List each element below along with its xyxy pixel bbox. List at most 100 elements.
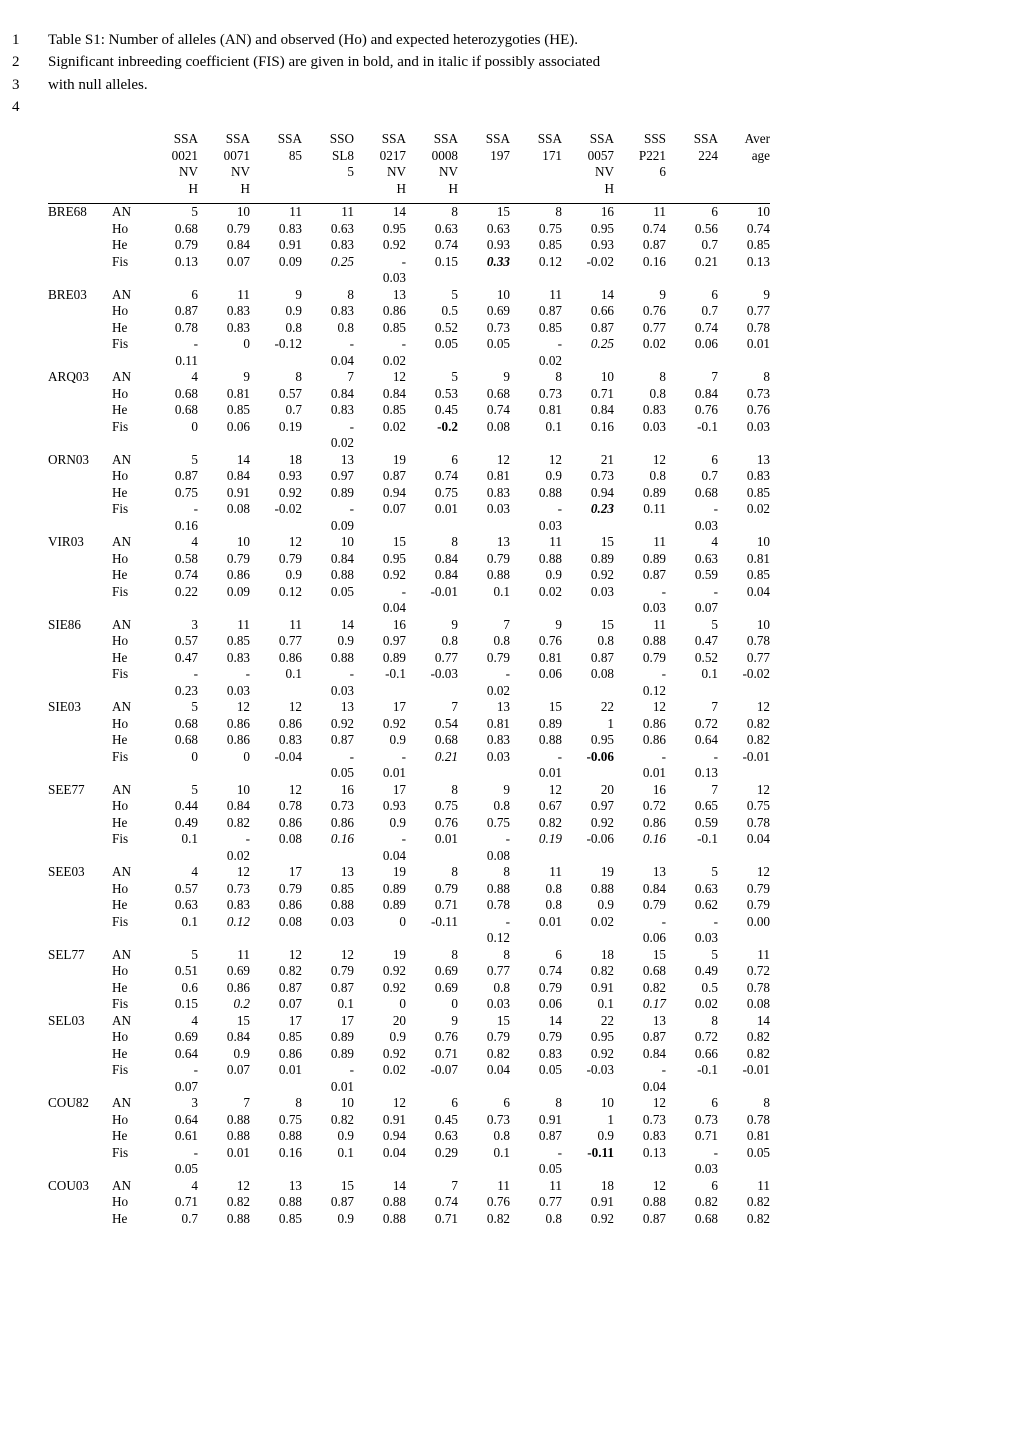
cell: 0.92 (354, 567, 406, 584)
cell: 0.88 (614, 633, 666, 650)
cell: 0.58 (146, 551, 198, 568)
table-row: BRE68AN51011111481581611610 (48, 204, 770, 221)
cell: 16 (302, 782, 354, 799)
cell: 12 (198, 864, 250, 881)
intro-line: 2Significant inbreeding coefficient (FIS… (48, 52, 972, 72)
cell: 0.1 (458, 1145, 510, 1178)
cell: 0.78 (458, 897, 510, 914)
cell: 0.71 (406, 1046, 458, 1063)
cell: 0.92 (354, 716, 406, 733)
cell: 0.85 (718, 237, 770, 254)
cell: 0.9 (250, 303, 302, 320)
cell: 13 (302, 452, 354, 469)
cell: 0.86 (250, 650, 302, 667)
cell: 0.16 (302, 831, 354, 864)
cell: 0.63 (458, 221, 510, 238)
cell: 0.94 (354, 1128, 406, 1145)
table-row: Ho0.510.690.820.790.920.690.770.740.820.… (48, 963, 770, 980)
cell: 0.73 (562, 468, 614, 485)
cell: 0.2 (198, 996, 250, 1013)
row-label: Fis (112, 501, 146, 534)
cell: 8 (614, 369, 666, 386)
col-header: SSOSL85 (302, 131, 354, 204)
cell: 0.92 (302, 716, 354, 733)
cell: 10 (562, 1095, 614, 1112)
cell: 0.02 (562, 914, 614, 947)
row-label: Ho (112, 386, 146, 403)
cell: 12 (302, 947, 354, 964)
cell: 0.92 (562, 567, 614, 584)
cell: 0.08 (718, 996, 770, 1013)
cell: 0.93 (458, 237, 510, 254)
cell: 4 (666, 534, 718, 551)
cell: 0.69 (406, 963, 458, 980)
cell: 5 (146, 204, 198, 221)
group-name (48, 551, 112, 568)
cell: 0.85 (354, 402, 406, 419)
cell: -0.02 (510, 336, 562, 369)
cell: 15 (198, 1013, 250, 1030)
group-name (48, 815, 112, 832)
table-row: Fis0.1-0.020.080.16-0.040.01-0.080.19-0.… (48, 831, 770, 864)
cell: 0.97 (354, 633, 406, 650)
cell: 1 (562, 1112, 614, 1129)
cell: 0.74 (406, 1194, 458, 1211)
cell: 0.13 (146, 254, 198, 287)
cell: 0.86 (198, 980, 250, 997)
table-row: Ho0.870.830.90.830.860.50.690.870.660.76… (48, 303, 770, 320)
cell: 0.8 (614, 386, 666, 403)
cell: 11 (614, 617, 666, 634)
cell: 8 (458, 947, 510, 964)
cell: 0.75 (406, 485, 458, 502)
cell: 0.93 (354, 798, 406, 815)
cell: -0.02 (250, 501, 302, 534)
cell: 0.82 (718, 1029, 770, 1046)
cell: 15 (302, 1178, 354, 1195)
group-name (48, 666, 112, 699)
cell: 0.92 (562, 1211, 614, 1228)
cell: 8 (510, 1095, 562, 1112)
group-name: BRE68 (48, 204, 112, 221)
cell: 0.84 (406, 551, 458, 568)
cell: 0.75 (406, 798, 458, 815)
table-row: Fis0.220.090.120.05-0.04-0.010.10.020.03… (48, 584, 770, 617)
table-row: Fis0.10.120.080.030-0.11-0.120.010.02-0.… (48, 914, 770, 947)
cell: 0.88 (302, 650, 354, 667)
table-row: Fis00.060.19-0.020.02-0.20.080.10.160.03… (48, 419, 770, 452)
table-body: BRE68AN51011111481581611610Ho0.680.790.8… (48, 204, 770, 1228)
cell: 0.79 (198, 551, 250, 568)
cell: 0.88 (354, 1211, 406, 1228)
cell: 0.8 (510, 881, 562, 898)
cell: 0.89 (614, 551, 666, 568)
table-row: He0.470.830.860.880.890.770.790.810.870.… (48, 650, 770, 667)
cell: 0.47 (146, 650, 198, 667)
row-label: He (112, 732, 146, 749)
cell: 0.88 (198, 1211, 250, 1228)
group-name (48, 485, 112, 502)
cell: 0.76 (614, 303, 666, 320)
group-name (48, 386, 112, 403)
allele-table: SSA0021NVHSSA0071NVHSSA85SSOSL85SSA0217N… (48, 131, 770, 1227)
group-name (48, 732, 112, 749)
cell: 7 (406, 1178, 458, 1195)
row-label: AN (112, 1013, 146, 1030)
intro-line: 4 (48, 97, 972, 117)
cell: 0.1 (562, 996, 614, 1013)
cell: 0.82 (198, 815, 250, 832)
cell: 11 (198, 287, 250, 304)
cell: 17 (354, 782, 406, 799)
cell: 0.03 (458, 749, 510, 782)
cell: 0.79 (458, 1029, 510, 1046)
cell: 0.84 (406, 567, 458, 584)
cell: 8 (406, 864, 458, 881)
cell: 0.87 (562, 650, 614, 667)
cell: 7 (666, 782, 718, 799)
cell: 18 (250, 452, 302, 469)
cell: 0.77 (458, 963, 510, 980)
cell: 0.47 (666, 633, 718, 650)
cell: 0.88 (510, 485, 562, 502)
group-name (48, 633, 112, 650)
cell: 11 (614, 204, 666, 221)
table-row: He0.790.840.910.830.920.740.930.850.930.… (48, 237, 770, 254)
group-name: COU82 (48, 1095, 112, 1112)
